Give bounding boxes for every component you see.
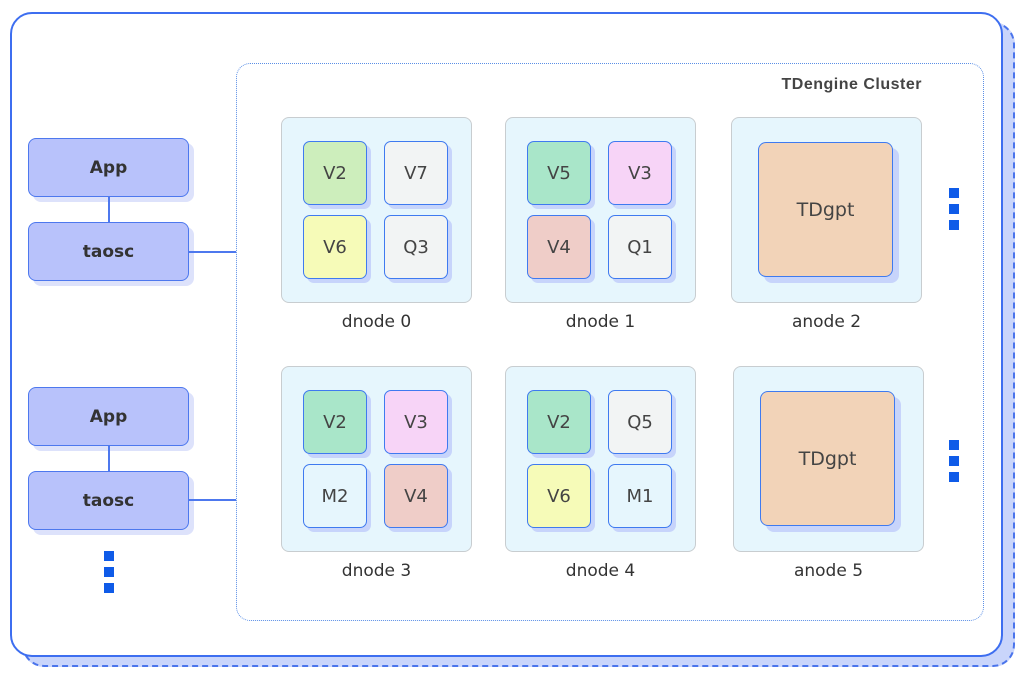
- node-label: anode 2: [791, 312, 862, 332]
- taosc-box: taosc: [28, 471, 189, 530]
- vnode-cell: V3: [608, 141, 672, 205]
- ellipsis-dot: [949, 204, 959, 214]
- connector: [189, 499, 236, 501]
- app-box: App: [28, 387, 189, 446]
- ellipsis-dot: [949, 440, 959, 450]
- vnode-cell: M1: [608, 464, 672, 528]
- vnode-cell: V7: [384, 141, 448, 205]
- vnode-cell: V4: [527, 215, 591, 279]
- node-label: dnode 1: [565, 312, 636, 332]
- vnode-cell: M2: [303, 464, 367, 528]
- ellipsis-dot: [949, 472, 959, 482]
- vnode-cell: Q5: [608, 390, 672, 454]
- vnode-cell: V2: [527, 390, 591, 454]
- tdgpt-box: TDgpt: [758, 142, 893, 277]
- tdengine-cluster-boundary: [236, 63, 984, 621]
- node-label: dnode 0: [341, 312, 412, 332]
- ellipsis-dot: [949, 456, 959, 466]
- ellipsis-dot: [949, 188, 959, 198]
- ellipsis-dot: [104, 551, 114, 561]
- taosc-box: taosc: [28, 222, 189, 281]
- vnode-cell: V4: [384, 464, 448, 528]
- vnode-cell: V3: [384, 390, 448, 454]
- ellipsis-dot: [949, 220, 959, 230]
- cluster-title: TDengine Cluster: [781, 76, 922, 93]
- vnode-cell: V6: [303, 215, 367, 279]
- vnode-cell: V2: [303, 141, 367, 205]
- vnode-cell: Q1: [608, 215, 672, 279]
- connector: [108, 446, 110, 471]
- connector: [108, 197, 110, 222]
- tdgpt-box: TDgpt: [760, 391, 895, 526]
- node-label: anode 5: [793, 561, 864, 581]
- ellipsis-dot: [104, 583, 114, 593]
- app-box: App: [28, 138, 189, 197]
- vnode-cell: V6: [527, 464, 591, 528]
- node-label: dnode 4: [565, 561, 636, 581]
- connector: [189, 251, 236, 253]
- vnode-cell: V2: [303, 390, 367, 454]
- node-label: dnode 3: [341, 561, 412, 581]
- vnode-cell: V5: [527, 141, 591, 205]
- vnode-cell: Q3: [384, 215, 448, 279]
- ellipsis-dot: [104, 567, 114, 577]
